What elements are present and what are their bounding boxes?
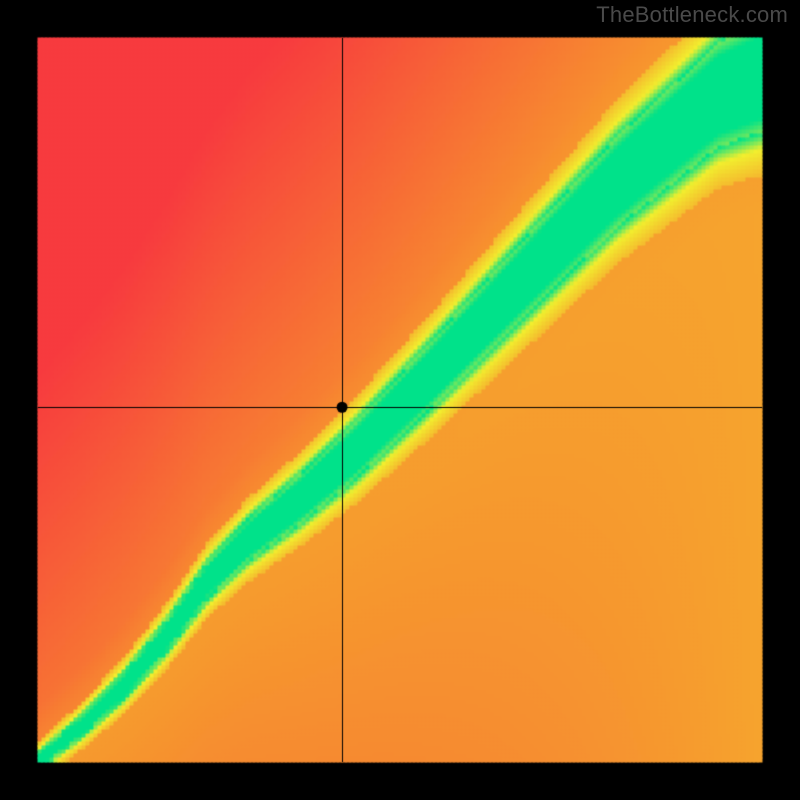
watermark-text: TheBottleneck.com [596, 2, 788, 28]
heatmap-canvas [0, 0, 800, 800]
chart-container: TheBottleneck.com [0, 0, 800, 800]
